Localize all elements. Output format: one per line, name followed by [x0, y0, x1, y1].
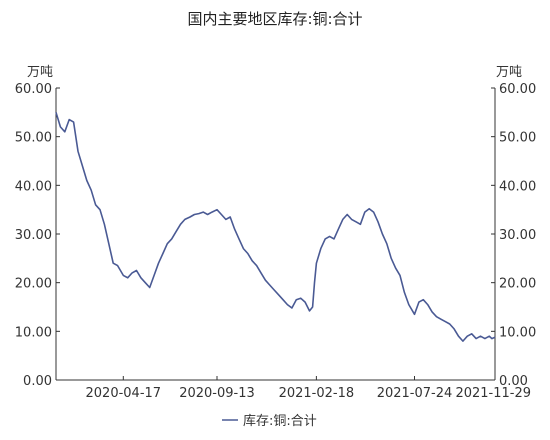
- y-tick-label-left: 0.00: [23, 374, 52, 389]
- y-tick-label-left: 60.00: [15, 82, 52, 97]
- legend-label: 库存:铜:合计: [243, 413, 317, 429]
- x-tick-label: 2021-07-24: [377, 386, 453, 401]
- y-tick-label-left: 40.00: [15, 179, 52, 194]
- y-axis-unit-right: 万吨: [496, 65, 522, 80]
- y-tick-label-right: 60.00: [499, 82, 536, 97]
- y-tick-label-right: 40.00: [499, 179, 536, 194]
- y-tick-label-right: 50.00: [499, 131, 536, 146]
- x-tick-label: 2020-09-13: [179, 386, 255, 401]
- y-tick-label-right: 30.00: [499, 228, 536, 243]
- y-tick-label-right: 10.00: [499, 325, 536, 340]
- series-line: [55, 112, 496, 342]
- y-tick-label-left: 10.00: [15, 325, 52, 340]
- x-tick-group: 2020-04-17 2020-09-13 2021-02-18 2021-07-24…: [86, 376, 531, 401]
- y-tick-label-left: 30.00: [15, 228, 52, 243]
- y-tick-label-right: 0.00: [499, 374, 528, 389]
- x-tick-label: 2021-02-18: [279, 386, 355, 401]
- y-tick-label-left: 50.00: [15, 131, 52, 146]
- chart-title: 国内主要地区库存:铜:合计: [187, 10, 362, 28]
- legend: 库存:铜:合计: [222, 413, 317, 429]
- y-axis-unit-left: 万吨: [27, 65, 53, 80]
- y-tick-group: 0.00 0.00 10.00 10.00 20.00 20.00 30.00 30.00 40…: [15, 82, 536, 389]
- y-tick-label-right: 20.00: [499, 277, 536, 292]
- x-tick-label: 2020-04-17: [86, 386, 162, 401]
- x-tick-label: 2021-11-29: [455, 386, 531, 401]
- y-tick-label-left: 20.00: [15, 277, 52, 292]
- series-group: [55, 112, 496, 342]
